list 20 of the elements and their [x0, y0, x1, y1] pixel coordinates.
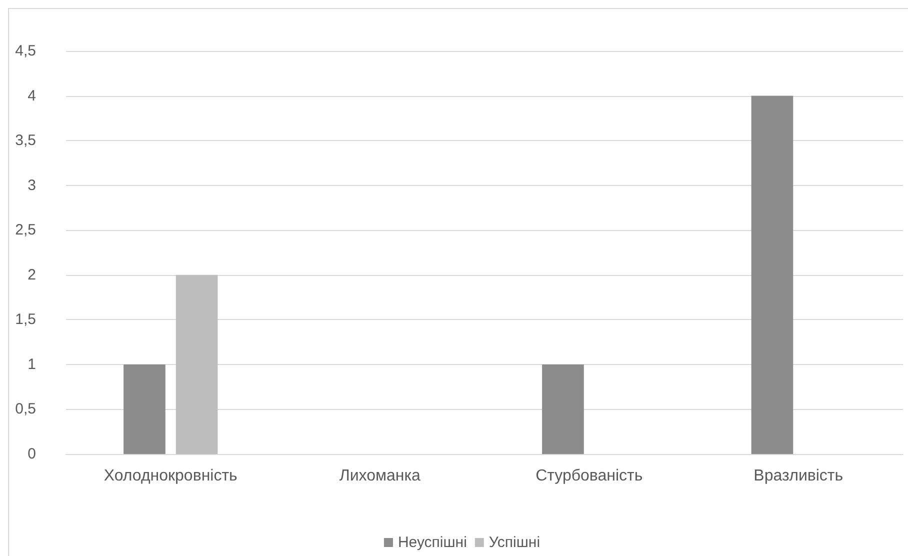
- y-tick-label: 1,5: [15, 311, 36, 328]
- y-tick-label: 4: [28, 87, 36, 104]
- legend-label: Неуспішні: [398, 534, 467, 551]
- x-tick-label: Холоднокровність: [104, 468, 238, 484]
- y-tick-label: 0: [28, 446, 36, 462]
- y-tick-label: 1: [28, 356, 36, 373]
- bar: [542, 364, 584, 454]
- bar: [751, 96, 794, 454]
- bar: [176, 274, 218, 454]
- legend-label: Успішні: [488, 534, 540, 551]
- x-tick-label: Лихоманка: [339, 468, 421, 484]
- bar: [124, 364, 166, 454]
- y-tick-label: 2,5: [15, 222, 36, 239]
- y-tick-label: 0,5: [15, 400, 36, 418]
- x-tick-label: Стурбованість: [536, 468, 643, 484]
- y-tick-label: 4,5: [15, 42, 36, 60]
- y-tick-label: 2: [28, 266, 36, 284]
- y-tick-label: 3: [28, 176, 36, 194]
- x-tick-label: Вразливість: [754, 468, 844, 484]
- y-tick-label: 3,5: [15, 132, 36, 150]
